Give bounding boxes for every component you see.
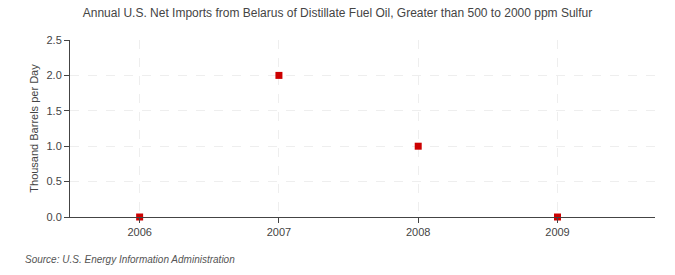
svg-text:2006: 2006 xyxy=(127,226,151,238)
svg-text:1.5: 1.5 xyxy=(47,105,62,117)
svg-text:0.0: 0.0 xyxy=(47,211,62,223)
svg-text:2009: 2009 xyxy=(545,226,569,238)
svg-text:2007: 2007 xyxy=(267,226,291,238)
svg-text:Thousand Barrels per Day: Thousand Barrels per Day xyxy=(28,64,40,193)
svg-text:0.5: 0.5 xyxy=(47,175,62,187)
svg-text:2.0: 2.0 xyxy=(47,69,62,81)
svg-text:2.5: 2.5 xyxy=(47,34,62,46)
svg-text:Source: U.S. Energy Informatio: Source: U.S. Energy Information Administ… xyxy=(25,254,235,265)
svg-text:Annual U.S. Net Imports from B: Annual U.S. Net Imports from Belarus of … xyxy=(83,6,593,20)
svg-text:1.0: 1.0 xyxy=(47,140,62,152)
svg-text:2008: 2008 xyxy=(406,226,430,238)
